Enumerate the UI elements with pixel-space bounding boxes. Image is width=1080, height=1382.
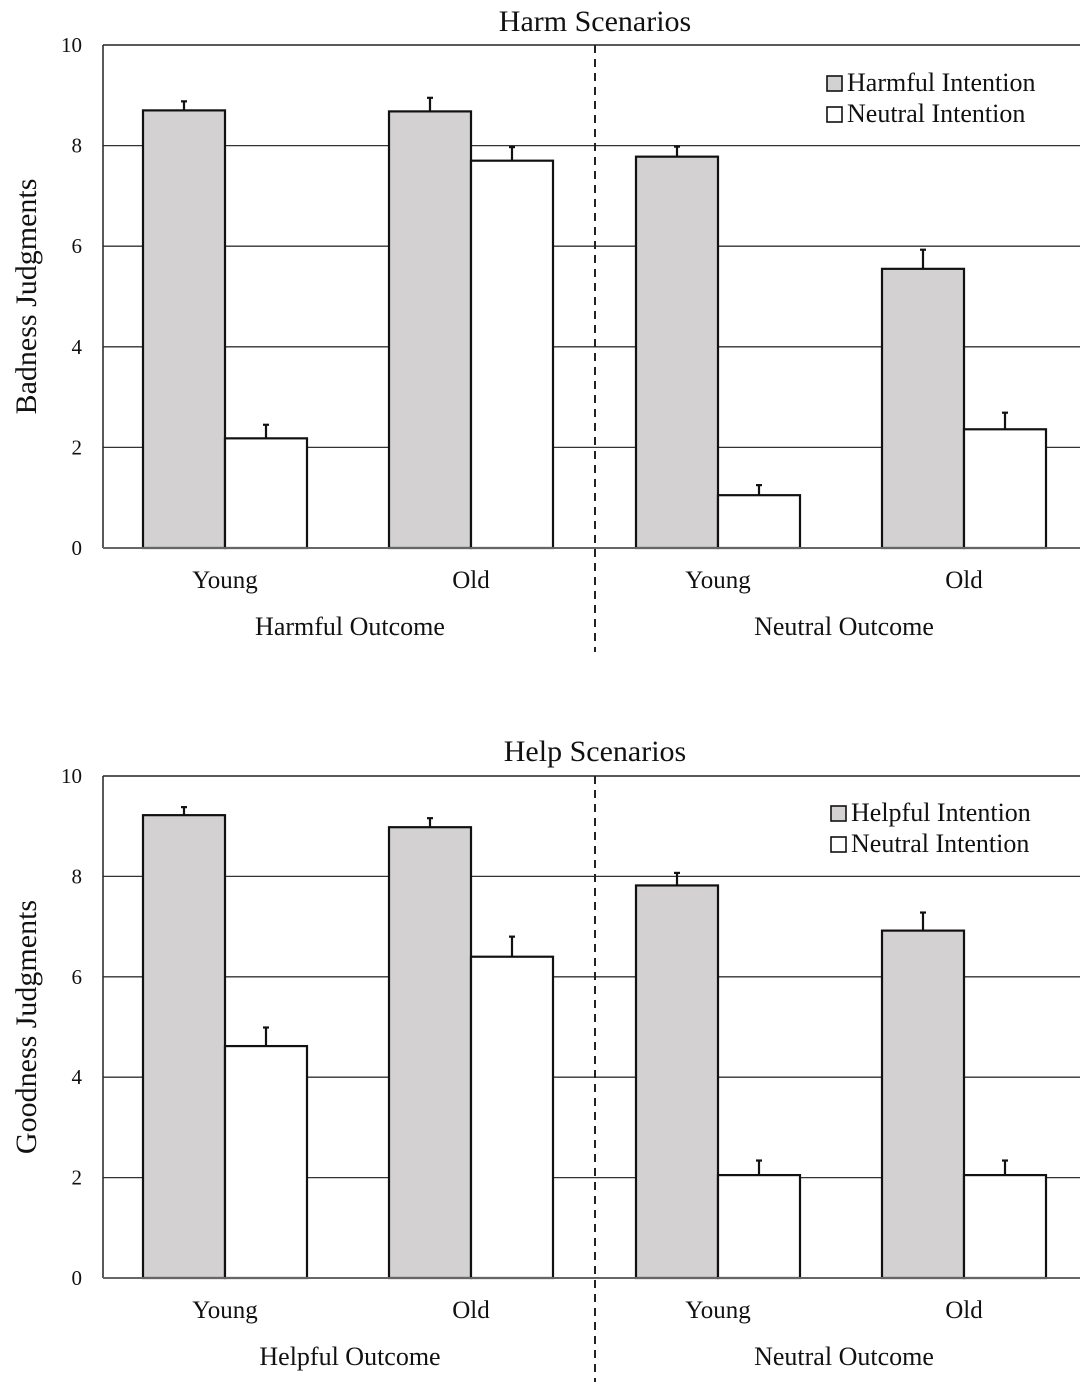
- x-group-label: Helpful Outcome: [259, 1342, 440, 1371]
- legend-swatch: [830, 805, 847, 822]
- bar: [387, 110, 473, 550]
- legend-box: [800, 67, 1080, 139]
- x-group-label: Neutral Outcome: [754, 1342, 934, 1371]
- bar: [880, 267, 966, 550]
- y-tick-label: 2: [72, 1166, 83, 1190]
- y-tick-label: 0: [72, 1266, 83, 1290]
- chart-title: Harm Scenarios: [499, 5, 691, 38]
- x-tick-label: Old: [452, 1297, 490, 1324]
- y-tick-label: 10: [61, 764, 82, 788]
- bar: [223, 1044, 309, 1280]
- legend-label: Neutral Intention: [847, 99, 1025, 128]
- bar: [634, 155, 720, 550]
- chart-title: Help Scenarios: [504, 735, 686, 768]
- bar: [387, 826, 473, 1280]
- y-tick-label: 8: [72, 134, 83, 158]
- y-tick-label: 0: [72, 536, 83, 560]
- bar: [634, 884, 720, 1280]
- y-axis-label: Goodness Judgments: [10, 900, 43, 1154]
- y-tick-label: 6: [72, 234, 83, 258]
- x-tick-label: Young: [192, 567, 258, 594]
- legend-label: Helpful Intention: [851, 798, 1031, 827]
- x-group-label: Harmful Outcome: [255, 612, 445, 641]
- y-tick-label: 10: [61, 33, 82, 57]
- y-tick-label: 8: [72, 864, 83, 888]
- x-tick-label: Young: [685, 1297, 751, 1324]
- x-group-label: Neutral Outcome: [754, 612, 934, 641]
- legend-swatch: [826, 106, 843, 123]
- harm-scenarios-chart: Harm Scenarios Badness Judgments 0 2 4 6 8 10 Yo…: [10, 5, 1080, 652]
- bar: [716, 1173, 802, 1280]
- x-tick-label: Old: [945, 567, 983, 594]
- y-tick-label: 4: [72, 1065, 83, 1089]
- bar: [880, 929, 966, 1280]
- y-axis-label: Badness Judgments: [10, 179, 43, 415]
- bar: [141, 109, 227, 550]
- y-tick-label: 4: [72, 335, 83, 359]
- x-tick-label: Old: [452, 567, 490, 594]
- x-tick-label: Young: [192, 1297, 258, 1324]
- bar: [962, 428, 1048, 550]
- legend-swatch: [830, 836, 847, 853]
- bar: [469, 955, 555, 1280]
- y-tick-label: 2: [72, 435, 83, 459]
- bar: [141, 814, 227, 1280]
- legend-label: Harmful Intention: [847, 68, 1035, 97]
- x-tick-label: Young: [685, 567, 751, 594]
- help-scenarios-chart: Help Scenarios Goodness Judgments 0 2 4 6 8 10 Y…: [10, 735, 1080, 1382]
- y-tick-label: 6: [72, 965, 83, 989]
- x-tick-label: Old: [945, 1297, 983, 1324]
- legend-label: Neutral Intention: [851, 829, 1029, 858]
- bar: [469, 159, 555, 550]
- bar: [962, 1173, 1048, 1280]
- bar: [716, 494, 802, 550]
- legend-swatch: [826, 75, 843, 92]
- bar: [223, 437, 309, 550]
